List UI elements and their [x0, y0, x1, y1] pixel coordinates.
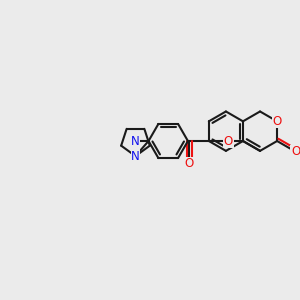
Text: O: O — [224, 134, 233, 148]
Text: O: O — [272, 115, 282, 128]
Text: O: O — [185, 158, 194, 170]
Text: N: N — [131, 150, 140, 163]
Text: N: N — [131, 134, 140, 148]
Text: O: O — [291, 145, 300, 158]
